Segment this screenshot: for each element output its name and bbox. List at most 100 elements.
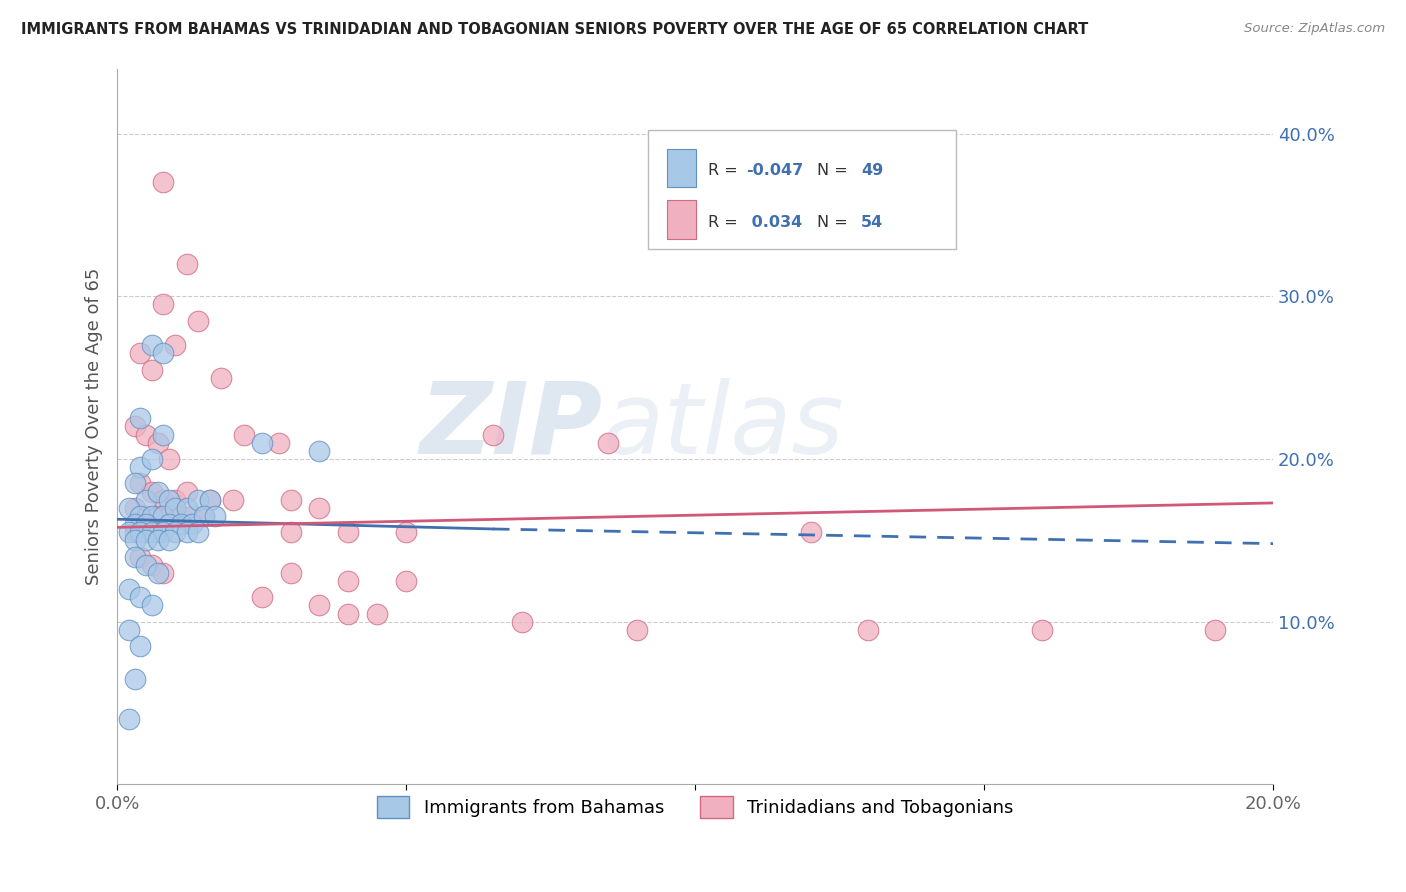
Text: R =: R =: [709, 163, 742, 178]
Point: [129, 639, 152, 653]
Point: [482, 427, 505, 442]
Point: [129, 346, 152, 360]
Point: [193, 508, 215, 523]
Point: [118, 525, 141, 540]
Point: [124, 419, 146, 434]
Point: [124, 533, 146, 548]
Point: [135, 517, 157, 532]
Point: [181, 508, 204, 523]
Point: [124, 500, 146, 515]
Point: [163, 525, 186, 540]
Point: [146, 435, 169, 450]
Point: [176, 525, 198, 540]
Text: R =: R =: [709, 215, 742, 230]
Text: N =: N =: [817, 215, 853, 230]
Point: [395, 525, 418, 540]
Point: [135, 533, 157, 548]
Point: [222, 492, 245, 507]
Point: [135, 558, 157, 572]
Y-axis label: Seniors Poverty Over the Age of 65: Seniors Poverty Over the Age of 65: [86, 268, 103, 585]
Point: [129, 508, 152, 523]
Point: [129, 476, 152, 491]
Point: [626, 623, 648, 637]
Point: [141, 599, 163, 613]
Point: [157, 508, 180, 523]
Point: [141, 508, 163, 523]
Point: [152, 297, 174, 311]
Point: [146, 533, 169, 548]
Point: [267, 435, 290, 450]
Point: [280, 525, 302, 540]
Point: [193, 508, 215, 523]
Point: [250, 435, 273, 450]
Point: [141, 558, 163, 572]
Point: [146, 484, 169, 499]
Point: [337, 574, 360, 588]
Point: [141, 452, 163, 467]
Point: [308, 500, 330, 515]
Point: [152, 525, 174, 540]
Point: [152, 492, 174, 507]
Point: [157, 452, 180, 467]
Point: [181, 517, 204, 532]
Text: N =: N =: [817, 163, 853, 178]
Point: [124, 517, 146, 532]
Point: [124, 672, 146, 686]
Point: [176, 257, 198, 271]
Point: [157, 517, 180, 532]
Point: [124, 525, 146, 540]
Point: [366, 607, 388, 621]
Point: [337, 607, 360, 621]
Point: [187, 525, 209, 540]
Point: [129, 549, 152, 564]
Point: [204, 508, 226, 523]
Point: [337, 525, 360, 540]
Point: [146, 508, 169, 523]
Point: [129, 591, 152, 605]
Point: [141, 362, 163, 376]
Point: [187, 314, 209, 328]
Point: [152, 346, 174, 360]
Point: [510, 615, 533, 629]
Legend: Immigrants from Bahamas, Trinidadians and Tobagonians: Immigrants from Bahamas, Trinidadians an…: [370, 789, 1021, 825]
Point: [118, 623, 141, 637]
Point: [141, 525, 163, 540]
Point: [135, 492, 157, 507]
Text: Source: ZipAtlas.com: Source: ZipAtlas.com: [1244, 22, 1385, 36]
Text: IMMIGRANTS FROM BAHAMAS VS TRINIDADIAN AND TOBAGONIAN SENIORS POVERTY OVER THE A: IMMIGRANTS FROM BAHAMAS VS TRINIDADIAN A…: [21, 22, 1088, 37]
Point: [146, 525, 169, 540]
Point: [209, 370, 232, 384]
Point: [135, 427, 157, 442]
Point: [280, 566, 302, 580]
Point: [146, 566, 169, 580]
Point: [157, 492, 180, 507]
Point: [308, 443, 330, 458]
Point: [233, 427, 256, 442]
Point: [187, 492, 209, 507]
Point: [129, 525, 152, 540]
Point: [170, 508, 193, 523]
Point: [157, 533, 180, 548]
Text: ZIP: ZIP: [419, 378, 603, 475]
Point: [124, 549, 146, 564]
Point: [800, 525, 823, 540]
Point: [170, 517, 193, 532]
Point: [135, 508, 157, 523]
Point: [1204, 623, 1226, 637]
Text: -0.047: -0.047: [747, 163, 804, 178]
Point: [308, 599, 330, 613]
Point: [280, 492, 302, 507]
Point: [141, 338, 163, 352]
Point: [152, 508, 174, 523]
Point: [250, 591, 273, 605]
Point: [163, 492, 186, 507]
Point: [858, 623, 880, 637]
Point: [146, 525, 169, 540]
Point: [176, 484, 198, 499]
Point: [118, 582, 141, 597]
Point: [198, 492, 221, 507]
Point: [395, 574, 418, 588]
Point: [598, 435, 620, 450]
Text: 49: 49: [860, 163, 883, 178]
Point: [163, 500, 186, 515]
